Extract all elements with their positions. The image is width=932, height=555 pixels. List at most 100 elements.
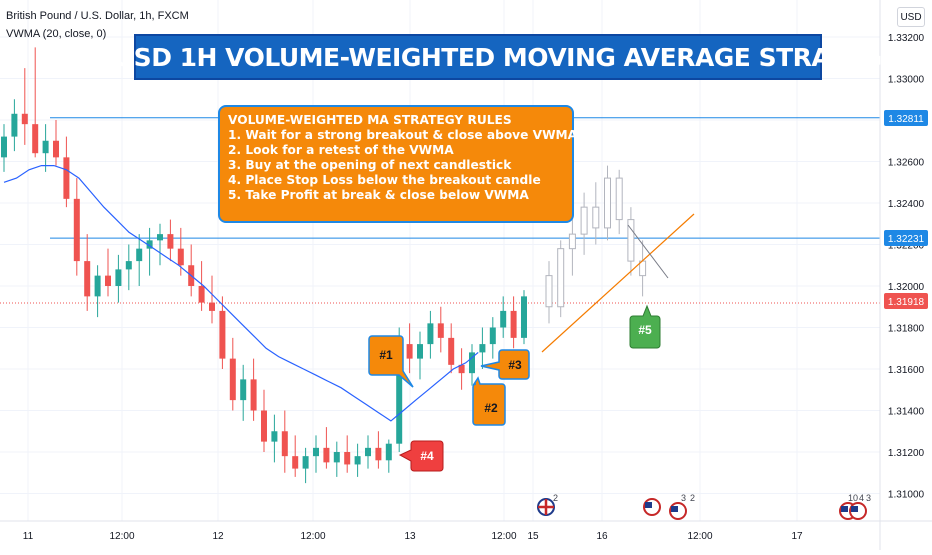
time-tick-label: 12 [212, 531, 224, 542]
candle [354, 456, 361, 465]
candle [32, 124, 39, 154]
time-tick-label: 13 [404, 531, 416, 542]
level-label-1: 1.32811 [884, 110, 928, 126]
candle [489, 327, 496, 345]
projection-candle [580, 206, 588, 235]
candle [521, 296, 527, 338]
projection-line[interactable] [627, 224, 669, 279]
projection-candle [545, 275, 553, 308]
candle [1, 136, 7, 158]
candle [53, 140, 59, 158]
candle [261, 410, 267, 442]
candle [281, 431, 288, 457]
vwma-line [3, 165, 479, 422]
candle [510, 310, 517, 338]
candle [469, 352, 475, 374]
indicator-legend[interactable]: VWMA (20, close, 0) [6, 28, 107, 40]
candle [177, 248, 184, 266]
projection-candle [557, 248, 565, 308]
candle [271, 431, 278, 442]
candle [209, 302, 215, 311]
currency-button[interactable]: USD [897, 7, 925, 27]
svg-text:#1: #1 [379, 348, 393, 362]
price-axis[interactable]: 1.332001.330001.328001.326001.324001.322… [888, 33, 925, 501]
svg-text:#2: #2 [484, 401, 498, 415]
rules-note[interactable]: VOLUME-WEIGHTED MA STRATEGY RULES 1. Wai… [218, 105, 577, 223]
annotation-3[interactable]: #3 [480, 349, 530, 380]
candle [344, 452, 351, 465]
svg-text:3: 3 [866, 493, 871, 503]
projection-candle [568, 233, 576, 250]
candle [292, 456, 299, 469]
rules-heading: VOLUME-WEIGHTED MA STRATEGY RULES [228, 113, 512, 127]
candle [115, 269, 122, 286]
candle [167, 234, 174, 249]
svg-text:#4: #4 [420, 449, 434, 463]
time-tick-label: 12:00 [109, 531, 134, 542]
candle [63, 157, 70, 199]
svg-text:2: 2 [553, 493, 558, 503]
candle [73, 198, 80, 262]
price-tick-label: 1.31200 [888, 448, 925, 459]
event-flag-usd-2[interactable]: 10 4 3 [839, 493, 871, 520]
time-tick-label: 12:00 [300, 531, 325, 542]
candle [136, 248, 143, 262]
price-tick-label: 1.32400 [888, 199, 925, 210]
candle [406, 344, 413, 359]
annotation-1[interactable]: #1 [368, 335, 414, 388]
candle [240, 379, 247, 401]
symbol-legend[interactable]: British Pound / U.S. Dollar, 1h, FXCM [6, 10, 189, 22]
svg-text:1.31918: 1.31918 [888, 297, 925, 308]
time-tick-label: 12:00 [491, 531, 516, 542]
rule-item: 3. Buy at the opening of next candlestic… [228, 158, 512, 172]
level-label-2: 1.32231 [884, 230, 928, 246]
projection-candle [592, 206, 600, 229]
svg-text:4: 4 [859, 493, 864, 503]
event-flag-gbp[interactable]: 2 [537, 493, 558, 516]
candle [94, 275, 101, 297]
annotation-5[interactable]: #5 [629, 304, 661, 349]
candle [323, 447, 330, 463]
candle [479, 344, 486, 353]
trendline[interactable] [541, 213, 695, 353]
candle [219, 310, 226, 359]
candle [458, 364, 465, 374]
candle [229, 358, 236, 401]
candle [448, 337, 455, 365]
candle [198, 286, 205, 303]
candle [42, 140, 49, 154]
price-tick-label: 1.31000 [888, 490, 925, 501]
candle [157, 234, 163, 241]
svg-text:2: 2 [690, 493, 695, 503]
svg-text:1.32231: 1.32231 [888, 234, 925, 245]
candle [396, 344, 403, 444]
time-tick-label: 15 [527, 531, 539, 542]
candle [437, 323, 444, 338]
candle [500, 310, 507, 328]
price-tick-label: 1.33200 [888, 33, 925, 44]
time-axis[interactable]: 11 12:00 12 12:00 13 12:00 15 16 12:00 17 [23, 531, 803, 542]
price-tick-label: 1.33000 [888, 75, 925, 86]
candle [333, 452, 340, 463]
candle [313, 447, 319, 457]
annotation-4[interactable]: #4 [398, 440, 444, 472]
candle [125, 261, 132, 270]
projection-candle [604, 177, 611, 229]
candle [417, 344, 423, 359]
candles [1, 47, 527, 484]
price-tick-label: 1.32600 [888, 158, 925, 169]
candle [365, 447, 371, 457]
rule-item: 2. Look for a retest of the VWMA [228, 143, 454, 157]
time-tick-label: 17 [791, 531, 803, 542]
svg-text:10: 10 [848, 493, 858, 503]
event-flag-usd[interactable]: 3 2 [643, 493, 695, 520]
projection-candle [627, 219, 635, 262]
price-tick-label: 1.31400 [888, 407, 925, 418]
annotation-2[interactable]: #2 [472, 376, 506, 426]
rule-item: 5. Take Profit at break & close below VW… [228, 188, 529, 202]
time-tick-label: 16 [596, 531, 608, 542]
price-tick-label: 1.32000 [888, 282, 925, 293]
candle [11, 113, 18, 137]
